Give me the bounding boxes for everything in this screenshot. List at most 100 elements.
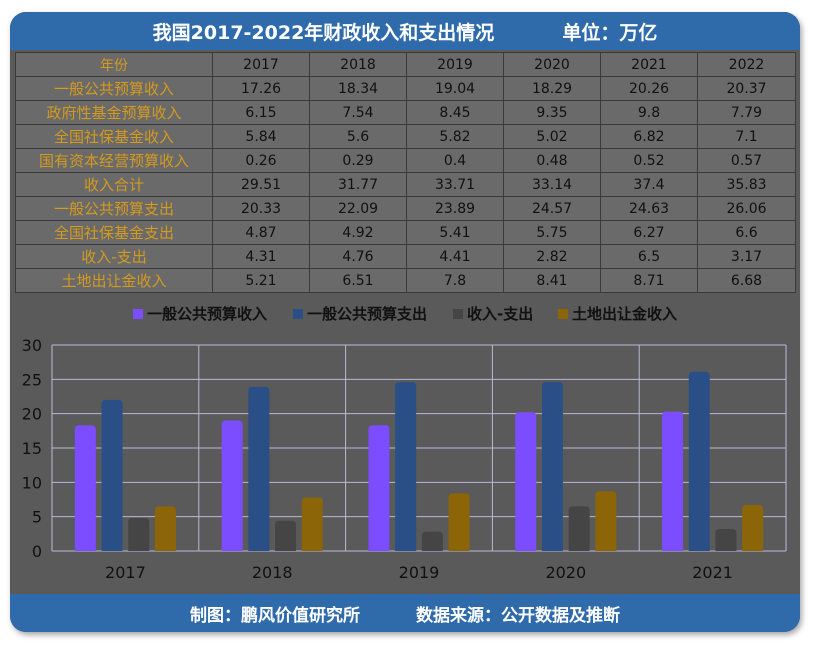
table-header-row: 年份 2017 2018 2019 2020 2021 2022 [15, 52, 796, 77]
credit-text: 制图：鹏风价值研究所 [190, 605, 360, 626]
y-tick-label: 30 [22, 336, 42, 355]
year-header: 2019 [406, 52, 504, 77]
table-cell: 20.33 [212, 196, 310, 221]
table-cell: 5.41 [406, 220, 504, 245]
table-cell: 6.5 [600, 244, 698, 269]
table-row: 国有资本经营预算收入 0.26 0.29 0.4 0.48 0.52 0.57 [15, 148, 796, 173]
x-tick-label: 2017 [105, 563, 146, 582]
row-label: 一般公共预算支出 [15, 196, 213, 221]
table-cell: 2.82 [503, 244, 601, 269]
legend-label: 一般公共预算支出 [307, 305, 427, 323]
table-cell: 17.26 [212, 76, 310, 101]
bar [395, 382, 417, 551]
table-cell: 0.4 [406, 148, 504, 173]
bar [595, 491, 617, 551]
table-cell: 3.17 [697, 244, 796, 269]
table-cell: 33.71 [406, 172, 504, 197]
table-row: 政府性基金预算收入 6.15 7.54 8.45 9.35 9.8 7.79 [15, 100, 796, 125]
table-cell: 24.57 [503, 196, 601, 221]
x-tick-label: 2020 [545, 563, 586, 582]
bar [154, 506, 176, 551]
y-tick-label: 20 [22, 405, 42, 424]
bar [688, 371, 710, 551]
year-header: 2020 [503, 52, 601, 77]
row-label: 土地出让金收入 [15, 268, 213, 293]
bar [715, 529, 737, 551]
y-tick-label: 15 [22, 439, 42, 458]
bar [515, 412, 537, 551]
table-cell: 4.41 [406, 244, 504, 269]
table-cell: 4.87 [212, 220, 310, 245]
bar [568, 506, 590, 551]
x-tick-label: 2019 [399, 563, 440, 582]
table-cell: 35.83 [697, 172, 796, 197]
table-cell: 26.06 [697, 196, 796, 221]
table-cell: 22.09 [309, 196, 407, 221]
table-row: 收入合计 29.51 31.77 33.71 33.14 37.4 35.83 [15, 172, 796, 197]
bar [368, 425, 390, 551]
table-row: 一般公共预算收入 17.26 18.34 19.04 18.29 20.26 20.37 [15, 76, 796, 101]
bar [421, 531, 443, 551]
year-header: 2021 [600, 52, 698, 77]
title-bar: 我国2017-2022年财政收入和支出情况 单位：万亿 [10, 12, 800, 50]
bar [662, 411, 684, 551]
bar [74, 425, 96, 551]
table-cell: 23.89 [406, 196, 504, 221]
x-tick-label: 2018 [252, 563, 293, 582]
bar [221, 420, 243, 551]
table-cell: 7.1 [697, 124, 796, 149]
bar [275, 520, 297, 551]
legend-label: 收入-支出 [467, 305, 533, 323]
table-cell: 0.26 [212, 148, 310, 173]
table-cell: 7.79 [697, 100, 796, 125]
year-header: 2018 [309, 52, 407, 77]
table-cell: 0.57 [697, 148, 796, 173]
row-label: 收入-支出 [15, 244, 213, 269]
row-label: 收入合计 [15, 172, 213, 197]
table-cell: 29.51 [212, 172, 310, 197]
table-cell: 5.21 [212, 268, 310, 293]
table-cell: 24.63 [600, 196, 698, 221]
table-row: 收入-支出 4.31 4.76 4.41 2.82 6.5 3.17 [15, 244, 796, 269]
table-cell: 7.54 [309, 100, 407, 125]
footer-bar: 制图：鹏风价值研究所 数据来源：公开数据及推断 [10, 594, 800, 632]
table-cell: 7.8 [406, 268, 504, 293]
x-tick-label: 2021 [692, 563, 733, 582]
table-cell: 33.14 [503, 172, 601, 197]
table-cell: 6.6 [697, 220, 796, 245]
table-cell: 9.35 [503, 100, 601, 125]
y-tick-label: 10 [22, 473, 42, 492]
legend-label: 土地出让金收入 [572, 305, 677, 323]
year-header: 2017 [212, 52, 310, 77]
unit-label: 单位：万亿 [562, 21, 658, 44]
table-cell: 4.92 [309, 220, 407, 245]
table-cell: 5.02 [503, 124, 601, 149]
table-cell: 8.45 [406, 100, 504, 125]
y-tick-label: 5 [32, 508, 42, 527]
table-cell: 8.71 [600, 268, 698, 293]
bar [248, 386, 270, 551]
bar [128, 518, 150, 551]
legend-swatch [293, 309, 303, 319]
table-cell: 6.15 [212, 100, 310, 125]
table-cell: 5.6 [309, 124, 407, 149]
table-cell: 0.29 [309, 148, 407, 173]
legend-swatch [133, 309, 143, 319]
table-cell: 4.76 [309, 244, 407, 269]
table-cell: 6.82 [600, 124, 698, 149]
table-cell: 5.75 [503, 220, 601, 245]
table-row: 土地出让金收入 5.21 6.51 7.8 8.41 8.71 6.68 [15, 268, 796, 293]
bar-chart: 0 5 10 15 20 25 30 2017 2018 2019 2020 2021 一般公共预算收入… [22, 305, 787, 582]
y-tick-label: 25 [22, 370, 42, 389]
table-cell: 6.27 [600, 220, 698, 245]
y-tick-label: 0 [32, 542, 42, 561]
table-row: 全国社保基金收入 5.84 5.6 5.82 5.02 6.82 7.1 [15, 124, 796, 149]
bar [448, 493, 470, 551]
table-cell: 37.4 [600, 172, 698, 197]
row-label: 政府性基金预算收入 [15, 100, 213, 125]
table-cell: 20.26 [600, 76, 698, 101]
table-cell: 19.04 [406, 76, 504, 101]
table-cell: 5.84 [212, 124, 310, 149]
table-cell: 4.31 [212, 244, 310, 269]
table-row: 全国社保基金支出 4.87 4.92 5.41 5.75 6.27 6.6 [15, 220, 796, 245]
